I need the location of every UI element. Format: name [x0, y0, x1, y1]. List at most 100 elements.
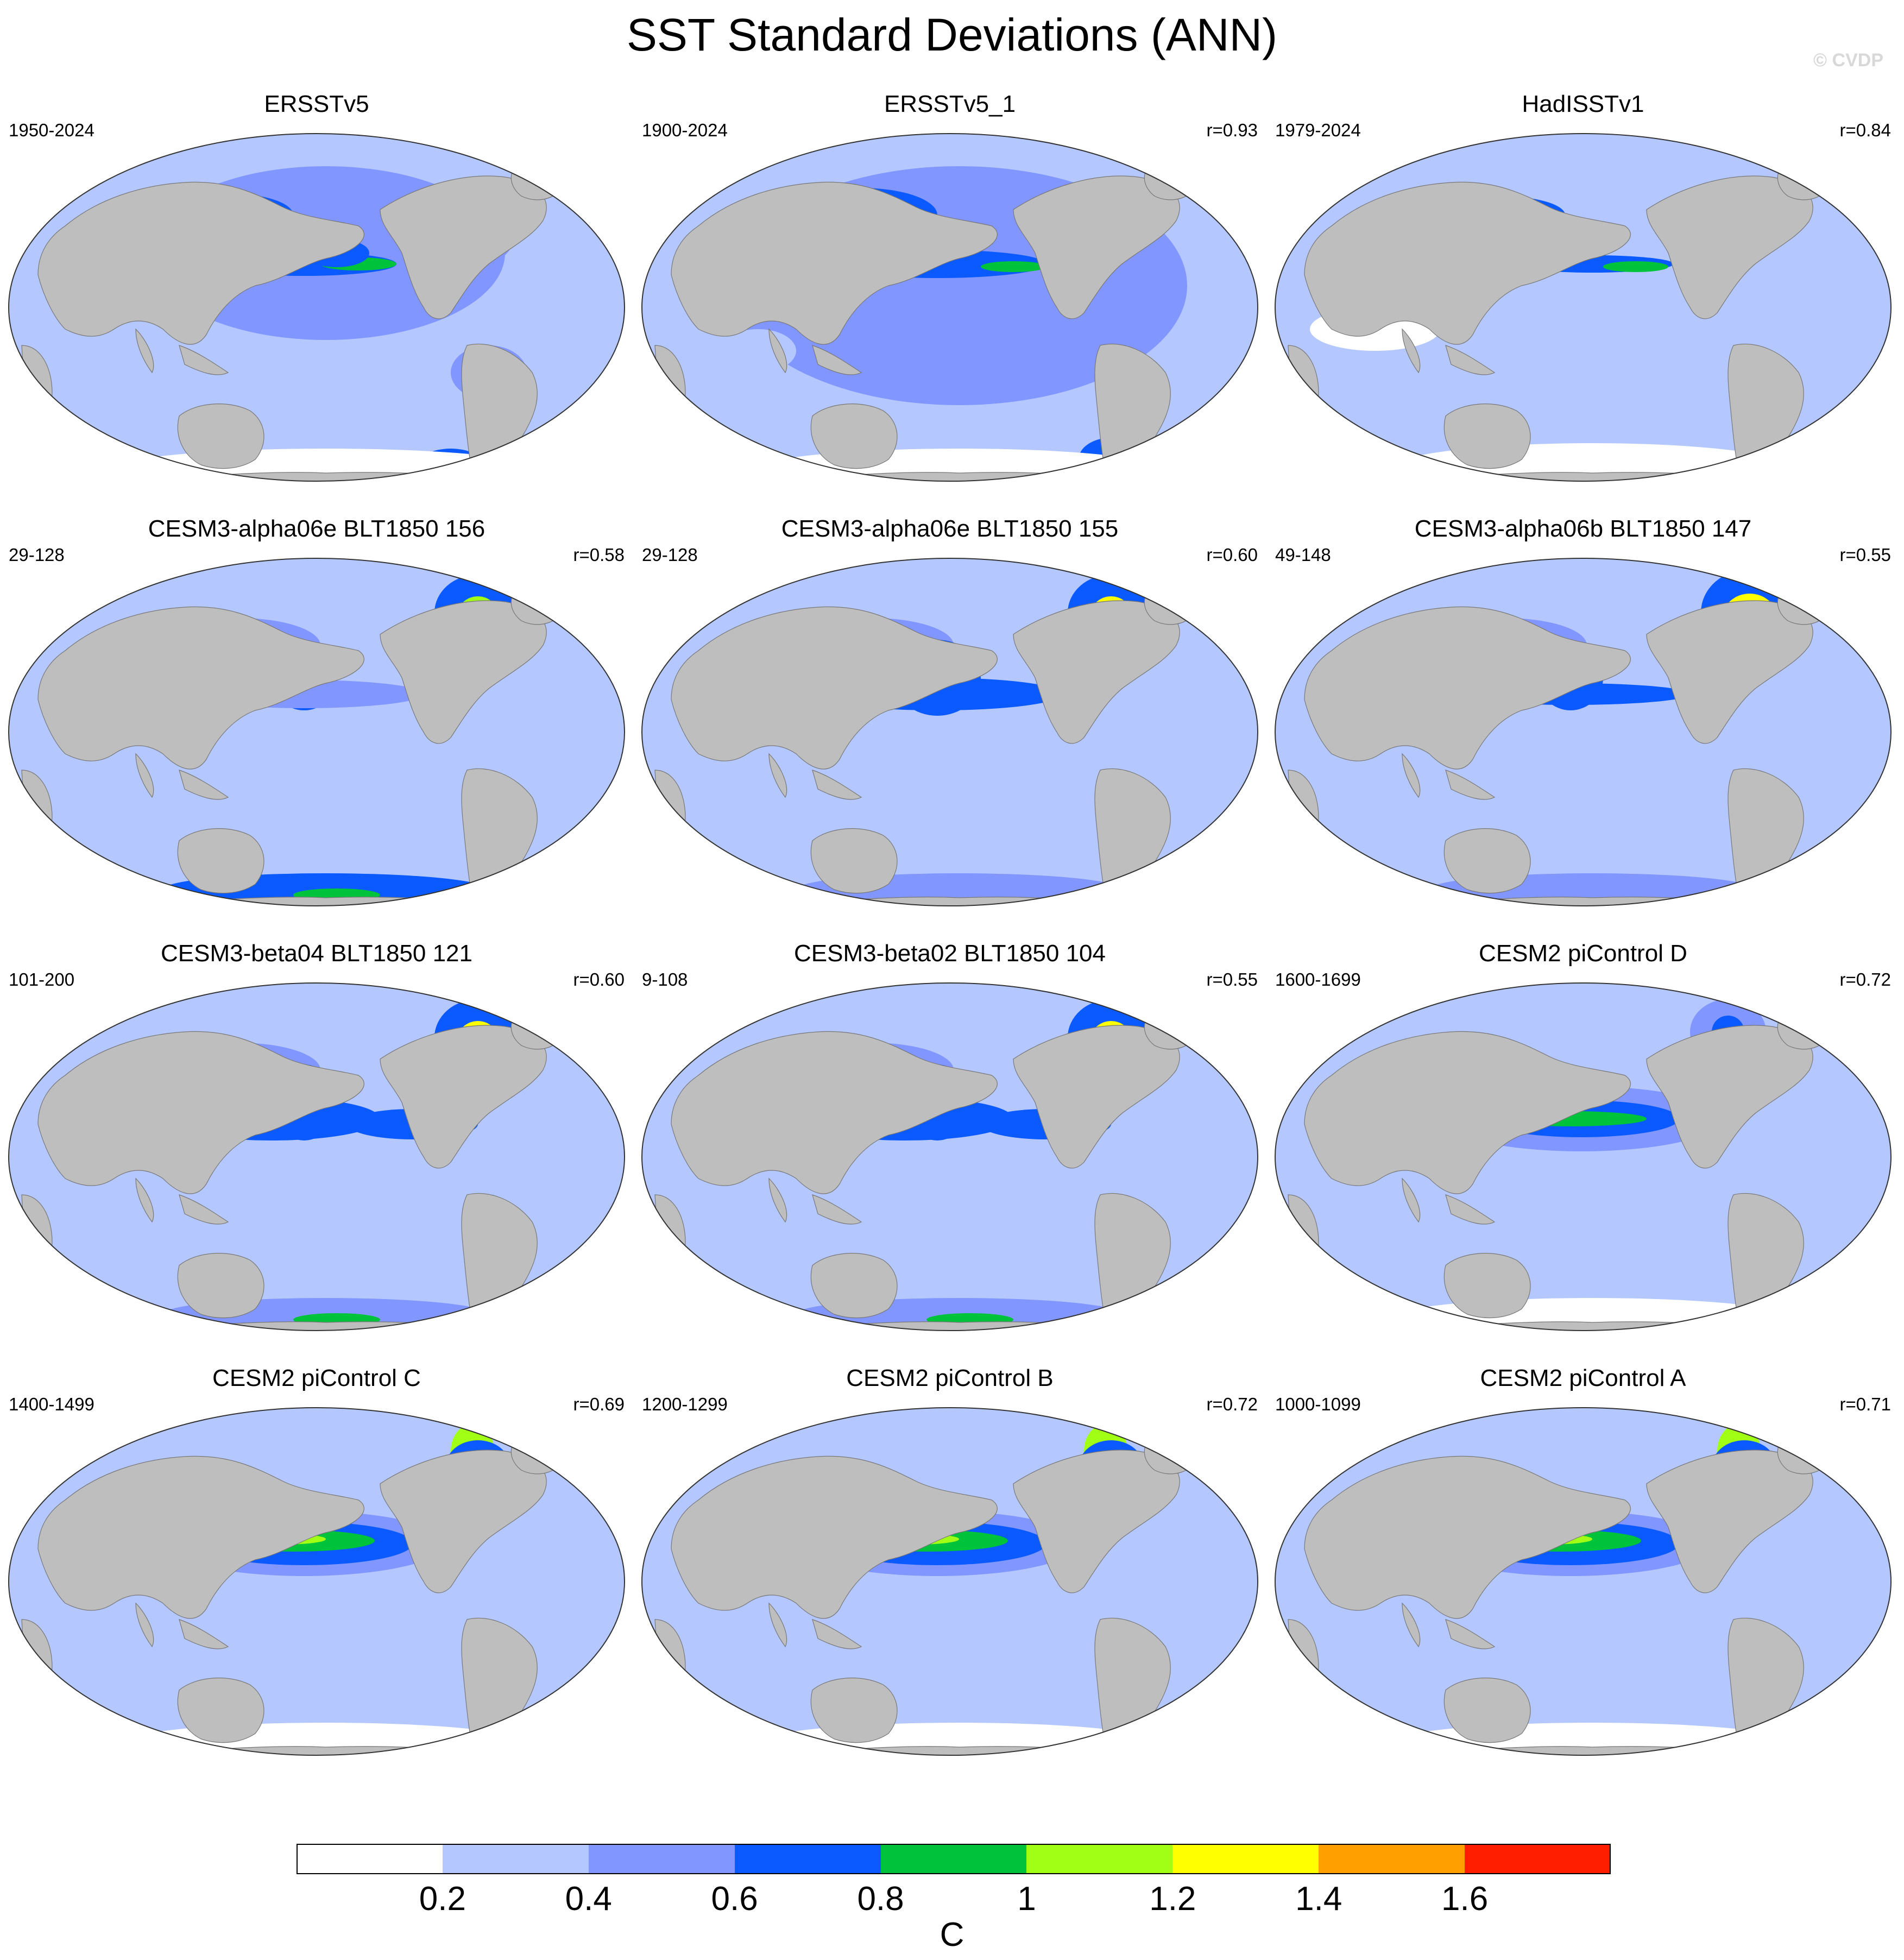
- land-mass: [510, 1013, 565, 1050]
- land-mass: [177, 1678, 264, 1743]
- map-panel: CESM3-alpha06e BLT1850 155 29-128 r=0.60: [633, 515, 1266, 942]
- sst-map: [1274, 982, 1892, 1331]
- land-mass: [179, 1194, 229, 1225]
- colorbar-swatch: [588, 1844, 735, 1874]
- land-mass: [1304, 606, 1631, 770]
- panel-pattern-correlation: r=0.60: [573, 969, 625, 990]
- land-mass: [80, 897, 571, 906]
- land-mass: [1144, 163, 1199, 200]
- sst-map: [641, 558, 1259, 906]
- land-mass: [1777, 163, 1832, 200]
- land-mass: [1347, 897, 1838, 906]
- land-mass: [1443, 1678, 1531, 1743]
- land-mass: [1445, 770, 1496, 800]
- land-mass: [380, 600, 547, 744]
- sst-map: [641, 133, 1259, 482]
- land-mass: [1094, 343, 1171, 481]
- panel-title: HadISSTv1: [1522, 91, 1644, 117]
- panel-years: 101-200: [9, 969, 75, 990]
- colorbar-tick-label: 0.8: [857, 1880, 904, 1918]
- land-mass: [1094, 1617, 1171, 1755]
- map-panel: CESM2 piControl D 1600-1699 r=0.72: [1266, 940, 1900, 1366]
- colorbar-swatch: [297, 1844, 443, 1874]
- land-mass: [812, 345, 862, 375]
- map-frame: [8, 133, 626, 482]
- land-mass: [380, 1025, 547, 1169]
- panel-title: CESM3-beta04 BLT1850 121: [161, 940, 472, 967]
- land-mass: [810, 404, 898, 469]
- panel-pattern-correlation: r=0.55: [1839, 545, 1892, 565]
- land-mass: [380, 175, 547, 319]
- sst-map: [1274, 133, 1892, 482]
- colorbar-swatch: [1319, 1844, 1465, 1874]
- map-frame: [1274, 982, 1892, 1331]
- land-mass: [461, 1193, 538, 1331]
- panel-title: CESM3-beta02 BLT1850 104: [794, 940, 1106, 967]
- land-mass: [461, 768, 538, 906]
- panel-years: 1400-1499: [9, 1394, 94, 1414]
- panel-years: 9-108: [642, 969, 688, 990]
- panel-title: ERSSTv5: [264, 91, 369, 117]
- land-mass: [714, 472, 1205, 481]
- land-mass: [1445, 345, 1496, 375]
- map-frame: [641, 982, 1259, 1331]
- colorbar-swatch: [1026, 1844, 1173, 1874]
- colorbar-tick-label: 0.4: [565, 1880, 612, 1918]
- land-mass: [1402, 1177, 1421, 1223]
- land-mass: [380, 1449, 547, 1593]
- land-mass: [1347, 1321, 1838, 1331]
- panel-pattern-correlation: r=0.58: [573, 545, 625, 565]
- land-mass: [177, 404, 264, 469]
- colorbar-tick-label: 0.6: [711, 1880, 758, 1918]
- land-mass: [135, 1177, 154, 1223]
- land-mass: [1304, 1455, 1631, 1619]
- land-mass: [510, 588, 565, 625]
- land-mass: [461, 343, 538, 481]
- land-mass: [812, 770, 862, 800]
- panel-years: 1979-2024: [1275, 120, 1361, 140]
- figure-title: SST Standard Deviations (ANN): [626, 9, 1278, 60]
- land-mass: [179, 345, 229, 375]
- panel-pattern-correlation: r=0.72: [1206, 1394, 1258, 1414]
- panel-pattern-correlation: r=0.72: [1839, 969, 1892, 990]
- land-mass: [1728, 1193, 1804, 1331]
- land-mass: [1443, 1253, 1531, 1319]
- land-mass: [37, 1031, 364, 1194]
- land-mass: [1347, 1746, 1838, 1755]
- map-frame: [8, 982, 626, 1331]
- map-frame: [8, 1407, 626, 1756]
- panel-years: 1900-2024: [642, 120, 728, 140]
- land-mass: [1013, 1025, 1180, 1169]
- sst-map: [8, 133, 626, 482]
- panel-years: 29-128: [642, 545, 698, 565]
- map-panel: HadISSTv1 1979-2024 r=0.84: [1266, 90, 1900, 517]
- land-mass: [1094, 1193, 1171, 1331]
- land-mass: [37, 1455, 364, 1619]
- land-mass: [714, 897, 1205, 906]
- land-mass: [1443, 404, 1531, 469]
- land-mass: [812, 1619, 862, 1649]
- panel-title: CESM2 piControl D: [1479, 940, 1687, 967]
- land-mass: [768, 753, 787, 798]
- land-mass: [37, 181, 364, 345]
- panel-pattern-correlation: r=0.93: [1206, 120, 1258, 140]
- colorbar-units: C: [940, 1916, 964, 1953]
- land-mass: [1777, 588, 1832, 625]
- panel-title: ERSSTv5_1: [884, 91, 1016, 117]
- sst-contour-region: [981, 261, 1046, 272]
- map-panel: CESM3-beta02 BLT1850 104 9-108 r=0.55: [633, 940, 1266, 1366]
- sst-map: [1274, 1407, 1892, 1756]
- land-mass: [179, 1619, 229, 1649]
- land-mass: [810, 1253, 898, 1319]
- land-mass: [177, 828, 264, 894]
- land-mass: [135, 328, 154, 374]
- land-mass: [1777, 1438, 1832, 1474]
- map-panel: CESM2 piControl B 1200-1299 r=0.72: [633, 1364, 1266, 1791]
- land-mass: [1728, 343, 1804, 481]
- map-frame: [641, 1407, 1259, 1756]
- land-mass: [810, 828, 898, 894]
- sst-map: [8, 982, 626, 1331]
- sst-map: [641, 982, 1259, 1331]
- land-mass: [179, 770, 229, 800]
